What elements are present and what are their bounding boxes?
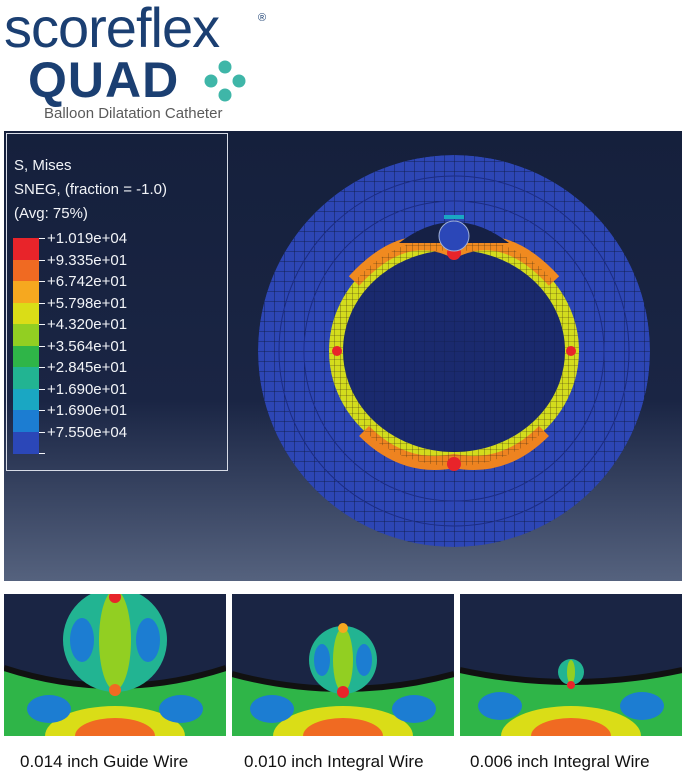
brand-logo: scoreflex ® QUAD Balloon Dilatation Cath… xyxy=(0,0,300,130)
brand-name-quad: QUAD xyxy=(28,52,180,108)
stress-contour-main-view: S, Mises SNEG, (fraction = -1.0) (Avg: 7… xyxy=(4,131,682,581)
detail-view-integral-wire-010 xyxy=(232,594,454,736)
legend-value-label: +1.690e+01 xyxy=(47,402,128,419)
legend-value-label: +2.845e+01 xyxy=(47,359,128,376)
legend-swatch xyxy=(13,324,39,346)
contour-detail-0010 xyxy=(232,594,454,736)
detail-view-guide-wire xyxy=(4,594,226,736)
stress-legend: S, Mises SNEG, (fraction = -1.0) (Avg: 7… xyxy=(6,133,228,471)
legend-value-label: +4.320e+01 xyxy=(47,316,128,333)
caption-integral-wire-006: 0.006 inch Integral Wire xyxy=(470,752,650,771)
legend-tick xyxy=(39,302,45,304)
caption-guide-wire: 0.014 inch Guide Wire xyxy=(20,752,189,771)
legend-tick xyxy=(39,453,45,454)
legend-swatch xyxy=(13,388,39,411)
legend-tick xyxy=(39,367,45,368)
legend-swatch xyxy=(13,302,39,325)
caption-integral-wire-010: 0.010 inch Integral Wire xyxy=(244,752,424,771)
legend-tick xyxy=(39,431,45,433)
legend-subtitle: SNEG, (fraction = -1.0) xyxy=(14,181,167,198)
legend-tick xyxy=(39,238,45,239)
contour-detail-0014 xyxy=(4,594,226,736)
legend-tick xyxy=(39,410,45,411)
detail-view-integral-wire-006 xyxy=(460,594,682,736)
legend-tick xyxy=(39,259,45,261)
legend-value-label: +6.742e+01 xyxy=(47,273,128,290)
legend-swatch xyxy=(13,259,39,282)
legend-swatch xyxy=(13,281,39,303)
legend-swatch xyxy=(13,238,39,260)
four-dot-cross-icon xyxy=(204,60,246,102)
legend-tick xyxy=(39,345,45,347)
legend-value-label: +5.798e+01 xyxy=(47,294,128,312)
legend-value-label: +7.550e+04 xyxy=(47,423,128,441)
brand-subtitle: Balloon Dilatation Catheter xyxy=(44,105,223,122)
legend-value-label: +3.564e+01 xyxy=(47,337,128,355)
legend-swatch xyxy=(13,367,39,389)
legend-swatch xyxy=(13,431,39,454)
legend-swatch xyxy=(13,345,39,368)
registered-mark: ® xyxy=(258,12,267,24)
ring-cross-section xyxy=(258,155,650,547)
legend-value-label: +9.335e+01 xyxy=(47,251,128,269)
legend-tick xyxy=(39,324,45,325)
guide-wire-main xyxy=(399,215,509,252)
legend-value-label: +1.690e+01 xyxy=(47,380,128,398)
legend-average: (Avg: 75%) xyxy=(14,205,88,222)
legend-value-label: +1.019e+04 xyxy=(47,230,128,247)
brand-name-scoreflex: scoreflex xyxy=(4,0,220,59)
legend-tick xyxy=(39,281,45,282)
legend-title: S, Mises xyxy=(14,157,72,174)
contour-detail-0006 xyxy=(460,594,682,736)
legend-tick xyxy=(39,388,45,390)
legend-swatch xyxy=(13,410,39,432)
